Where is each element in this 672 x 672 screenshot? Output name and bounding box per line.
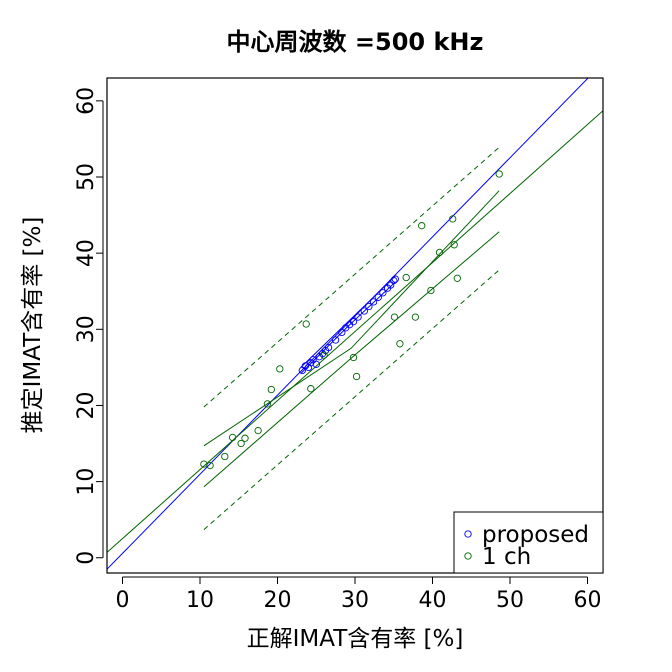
x-axis-label: 正解IMAT含有率 [%]: [247, 626, 464, 652]
one-ch-pi-lower: [203, 269, 500, 530]
y-tick-label: 40: [74, 239, 99, 267]
proposed-data-point: [349, 318, 358, 326]
x-tick-label: 40: [419, 588, 447, 613]
proposed-data-point: [379, 289, 387, 297]
x-tick-label: 60: [574, 588, 602, 613]
legend-box: [453, 511, 604, 574]
one-ch-data-point: [349, 353, 358, 362]
one-ch-data-point: [449, 215, 457, 223]
proposed-data-point: [331, 336, 340, 344]
axes: 0 10 20 30 40 50 60 0 10 20 30 40 50 60: [74, 87, 602, 613]
y-tick-label: 10: [74, 468, 99, 496]
one-ch-data-point: [495, 170, 503, 178]
x-tick-label: 50: [496, 588, 524, 613]
one-ch-data-point: [228, 433, 237, 442]
y-tick-label: 50: [74, 163, 99, 191]
one-ch-fit-line: [107, 110, 603, 553]
y-axis-label: 推定IMAT含有率 [%]: [20, 217, 46, 434]
legend-label-one-ch: 1 ch: [482, 544, 531, 570]
one-ch-data-point: [352, 372, 361, 381]
plot-area: [107, 78, 603, 570]
y-tick-label: 0: [74, 551, 99, 565]
proposed-data-point: [374, 293, 382, 301]
one-ch-data-point: [206, 461, 214, 470]
legend-marker-proposed: [464, 530, 472, 538]
one-ch-data-point: [390, 313, 399, 321]
proposed-data-point: [324, 343, 333, 352]
proposed-data-point: [390, 276, 398, 285]
one-ch-data-point: [427, 286, 435, 295]
proposed-data-point: [391, 275, 399, 283]
y-tick-label: 30: [74, 315, 99, 343]
y-tick-label: 20: [74, 391, 99, 419]
proposed-data-point: [304, 363, 313, 372]
one-ch-data-point: [411, 313, 420, 321]
one-ch-data-point: [418, 222, 426, 230]
one-ch-data-point: [450, 241, 458, 249]
one-ch-data-point: [402, 273, 410, 282]
proposed-data-point: [312, 360, 320, 368]
proposed-data-point: [365, 302, 373, 311]
legend-marker-one-ch: [464, 552, 472, 560]
one-ch-data-point: [267, 385, 275, 394]
x-tick-label: 30: [341, 588, 369, 613]
one-ch-data-point: [241, 434, 249, 442]
x-tick-label: 0: [116, 588, 130, 613]
one-ch-data-point: [276, 365, 284, 373]
one-ch-data-point: [237, 439, 245, 448]
y-tick-label: 60: [74, 87, 99, 115]
proposed-data-point: [360, 307, 368, 315]
chart-title: 中心周波数 =500 kHz: [227, 28, 484, 56]
one-ch-data-point: [254, 426, 262, 435]
x-tick-label: 20: [264, 588, 292, 613]
one-ch-ci-lower: [203, 231, 500, 488]
one-ch-data-point: [453, 274, 461, 282]
x-tick-label: 10: [186, 588, 214, 613]
one-ch-data-point: [263, 400, 272, 408]
proposed-data-point: [369, 298, 378, 306]
proposed-data-point: [354, 313, 362, 321]
plot-frame: [106, 77, 604, 574]
plot-content: [107, 78, 603, 570]
one-ch-data-point: [221, 452, 229, 461]
one-ch-data-point: [435, 248, 444, 257]
legend-label-proposed: proposed: [482, 522, 589, 548]
one-ch-data-point: [307, 385, 315, 393]
one-ch-data-point: [320, 351, 328, 359]
one-ch-ci-upper: [203, 190, 500, 447]
one-ch-pi-upper: [203, 146, 500, 408]
proposed-data-point: [338, 328, 346, 337]
one-ch-data-point: [396, 340, 404, 348]
one-ch-data-point: [302, 320, 310, 328]
